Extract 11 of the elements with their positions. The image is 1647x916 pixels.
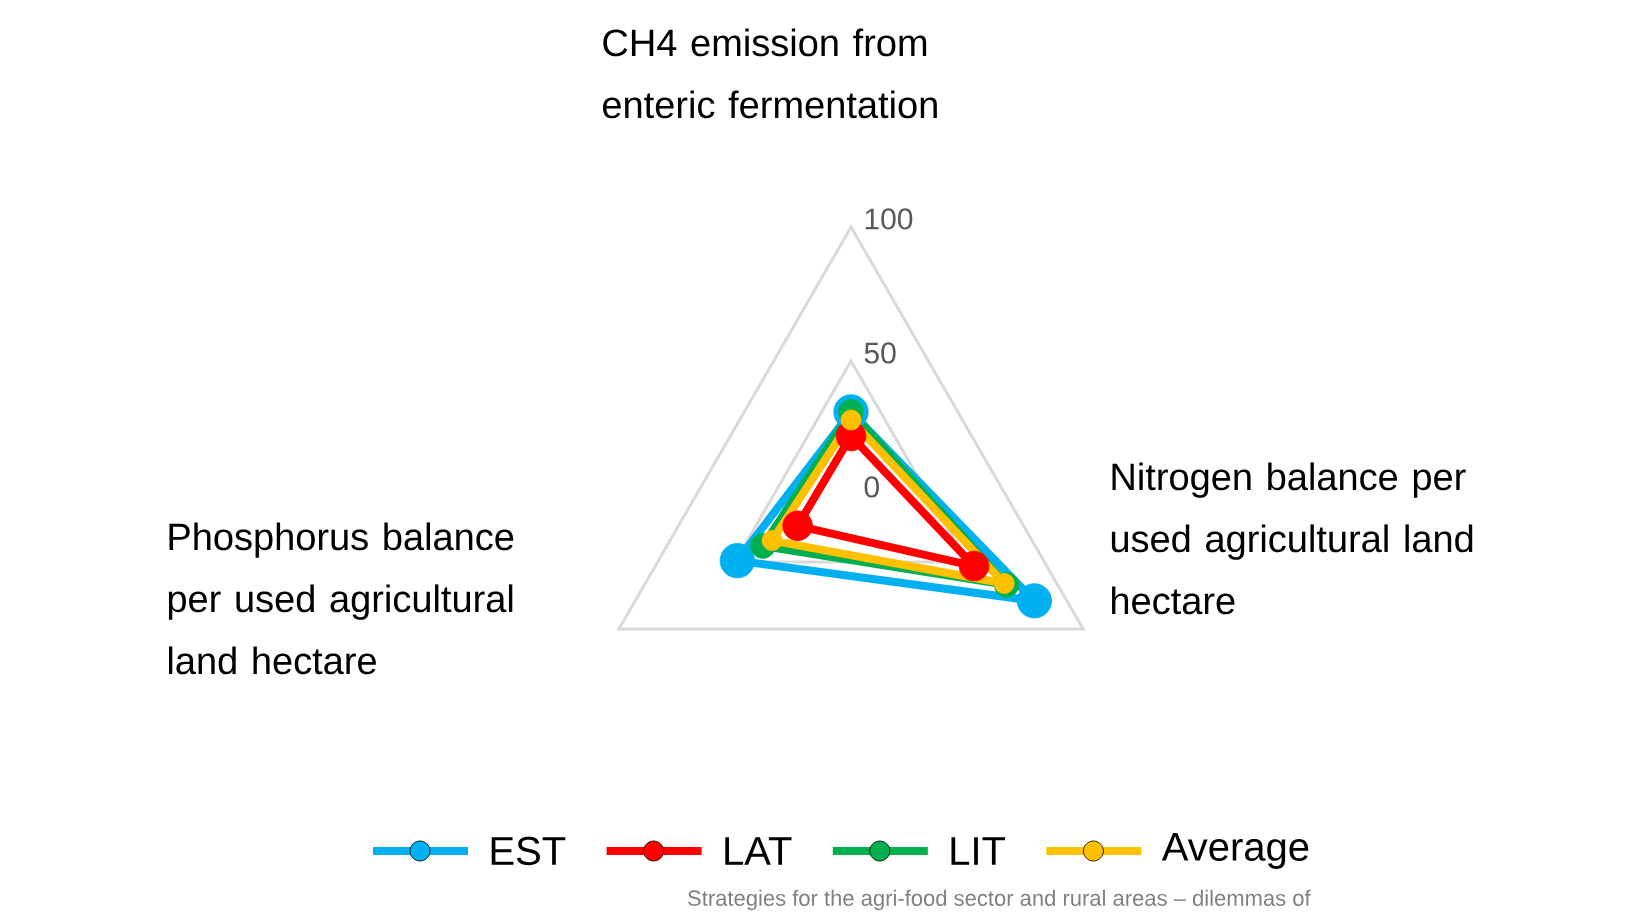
legend-label: EST [491, 836, 566, 866]
legend-label: LIT [951, 837, 1006, 865]
legend-label: Average [1161, 833, 1309, 869]
y-tick-label: 50 [864, 342, 896, 364]
spoke-label: CH4 emission from enteric fermentation [603, 28, 937, 119]
text: Strategies for the agri-food sector and rural areas – dilemmas of [688, 889, 1311, 911]
y-tick-label: 100 [865, 208, 913, 230]
legend-label: LAT [725, 837, 792, 865]
spoke-label: Phosphorus balance per used agricultural land hectare [168, 522, 514, 675]
spoke-label: Nitrogen balance per used agricultural land hectare [1111, 462, 1473, 615]
y-tick-label: 0 [864, 476, 879, 498]
